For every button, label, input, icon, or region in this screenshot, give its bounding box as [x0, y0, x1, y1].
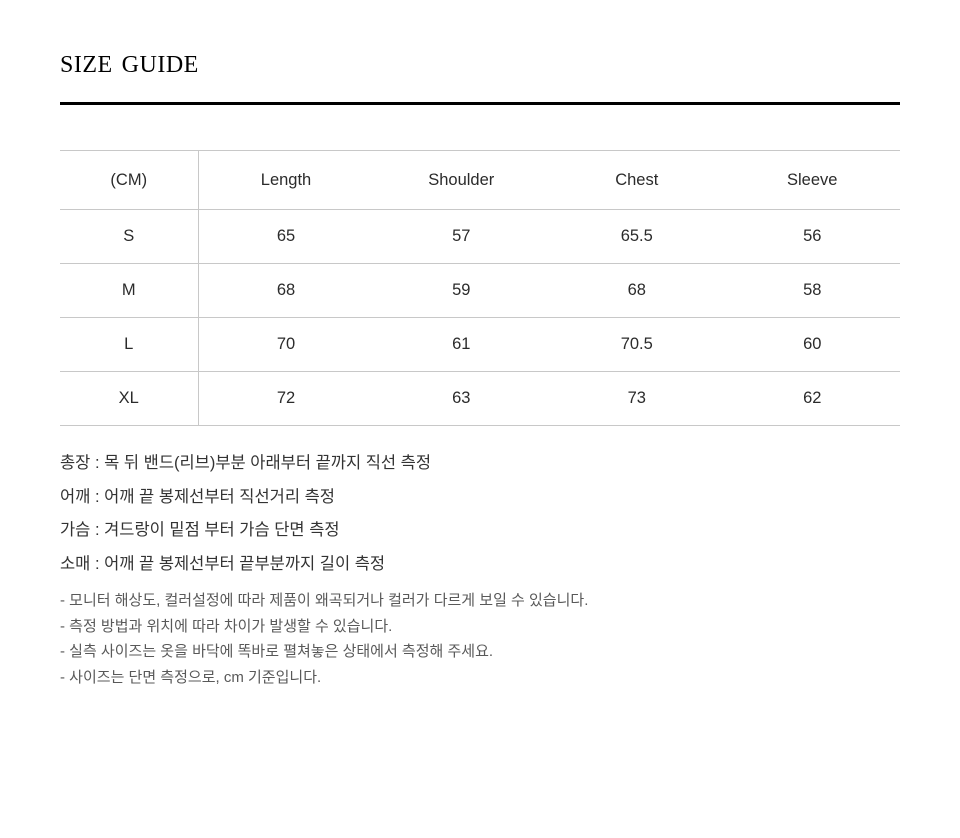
size-table: (CM) Length Shoulder Chest Sleeve S 65 5… — [60, 150, 900, 426]
cell-size-xl: XL — [60, 371, 199, 426]
cell-shoulder-s: 57 — [373, 209, 549, 264]
column-header-shoulder: Shoulder — [373, 150, 549, 210]
cell-chest-xl: 73 — [549, 371, 725, 426]
cell-length-l: 70 — [198, 317, 374, 372]
table-row: S 65 57 65.5 56 — [60, 209, 900, 264]
column-header-unit: (CM) — [60, 150, 199, 210]
cell-length-m: 68 — [198, 263, 374, 318]
table-row: M 68 59 68 58 — [60, 263, 900, 318]
table-row: XL 72 63 73 62 — [60, 371, 900, 426]
page-title: Size Guide — [60, 43, 199, 80]
measurement-item-sleeve: 소매 : 어깨 끝 봉제선부터 끝부분까지 길이 측정 — [60, 554, 386, 573]
column-header-length: Length — [198, 150, 374, 210]
cell-length-s: 65 — [198, 209, 374, 264]
measurement-item-total-length: 총장 : 목 뒤 밴드(리브)부분 아래부터 끝까지 직선 측정 — [60, 454, 432, 472]
cell-size-l: L — [60, 317, 199, 372]
note-item-unit-cm: - 사이즈는 단면 측정으로, cm 기준입니다. — [60, 668, 322, 686]
cell-shoulder-l: 61 — [373, 317, 549, 372]
cell-shoulder-m: 59 — [373, 263, 549, 318]
cell-chest-l: 70.5 — [549, 317, 725, 372]
cell-shoulder-xl: 63 — [373, 371, 549, 426]
disclaimer-note-list: - 모니터 해상도, 컬러설정에 따라 제품이 왜곡되거나 컬러가 다르게 보일… — [60, 588, 940, 690]
cell-sleeve-m: 58 — [724, 263, 900, 318]
size-table-container: (CM) Length Shoulder Chest Sleeve S 65 5… — [60, 150, 900, 426]
column-header-sleeve: Sleeve — [724, 150, 900, 210]
note-item-flat-measure: - 실측 사이즈는 옷을 바닥에 똑바로 펼쳐놓은 상태에서 측정해 주세요. — [60, 643, 494, 660]
cell-sleeve-s: 56 — [724, 209, 900, 264]
cell-sleeve-xl: 62 — [724, 371, 900, 426]
column-header-chest: Chest — [549, 150, 725, 210]
title-block: Size Guide — [60, 42, 900, 82]
cell-chest-m: 68 — [549, 263, 725, 318]
cell-size-m: M — [60, 263, 199, 318]
table-row: L 70 61 70.5 60 — [60, 317, 900, 372]
size-table-body: S 65 57 65.5 56 M 68 59 68 58 L 70 61 — [60, 209, 900, 426]
size-table-head: (CM) Length Shoulder Chest Sleeve — [60, 150, 900, 210]
note-item-monitor-color: - 모니터 해상도, 컬러설정에 따라 제품이 왜곡되거나 컬러가 다르게 보일… — [60, 592, 589, 609]
cell-chest-s: 65.5 — [549, 209, 725, 264]
measurement-item-chest: 가슴 : 겨드랑이 밑점 부터 가슴 단면 측정 — [60, 521, 340, 539]
note-item-measure-diff: - 측정 방법과 위치에 따라 차이가 발생할 수 있습니다. — [60, 617, 393, 635]
title-divider-rule — [60, 102, 900, 105]
table-header-row: (CM) Length Shoulder Chest Sleeve — [60, 150, 900, 210]
measurement-item-shoulder: 어깨 : 어깨 끝 봉제선부터 직선거리 측정 — [60, 487, 335, 506]
cell-length-xl: 72 — [198, 371, 374, 426]
cell-sleeve-l: 60 — [724, 317, 900, 372]
measurement-description-list: 총장 : 목 뒤 밴드(리브)부분 아래부터 끝까지 직선 측정 어깨 : 어깨… — [60, 447, 920, 581]
cell-size-s: S — [60, 209, 199, 264]
